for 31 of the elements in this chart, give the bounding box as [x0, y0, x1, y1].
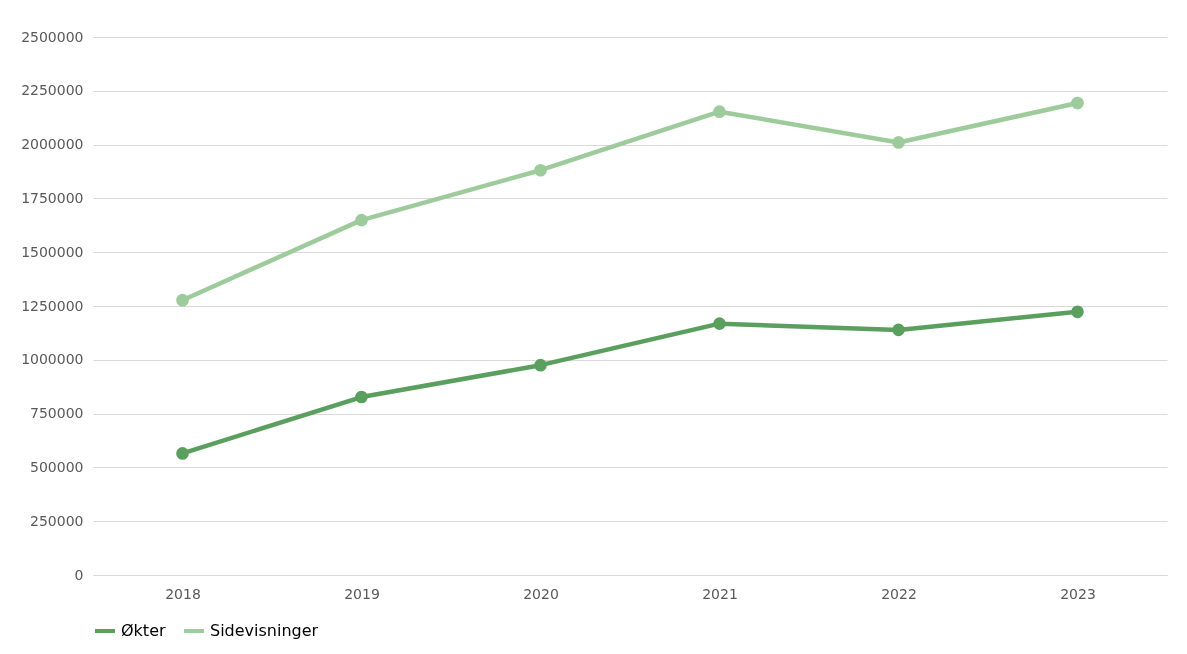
x-tick-label: 2020: [523, 585, 559, 602]
point: [1071, 305, 1084, 319]
point: [892, 323, 905, 337]
y-tick-label: 1250000: [21, 297, 84, 314]
point: [892, 136, 905, 149]
y-tick-label: 1750000: [21, 189, 84, 206]
x-tick-label: 2018: [165, 585, 201, 602]
point: [176, 293, 189, 307]
y-tick-label: 1500000: [21, 243, 84, 260]
x-tick-label: 2021: [702, 585, 738, 602]
y-tick-label: 2500000: [21, 28, 84, 45]
y-tick-label: 1000000: [21, 351, 84, 368]
y-tick-label: 2250000: [21, 82, 84, 99]
point: [713, 317, 726, 330]
y-tick-label: 250000: [30, 512, 84, 529]
point: [534, 163, 547, 177]
point: [355, 390, 368, 404]
y-tick-label: 2000000: [21, 136, 84, 153]
point: [355, 213, 368, 227]
y-tick-label: 500000: [30, 458, 84, 475]
point: [713, 105, 726, 118]
x-tick-label: 2022: [881, 585, 917, 602]
y-tick-label: 750000: [30, 405, 84, 422]
point: [534, 358, 547, 372]
legend-label: Økter: [121, 621, 166, 640]
point: [1071, 96, 1084, 110]
x-tick-label: 2019: [344, 585, 380, 602]
y-tick-label: 0: [74, 566, 84, 583]
x-tick-label: 2023: [1060, 585, 1096, 602]
point: [176, 447, 189, 460]
legend-label: Sidevisninger: [210, 621, 319, 640]
